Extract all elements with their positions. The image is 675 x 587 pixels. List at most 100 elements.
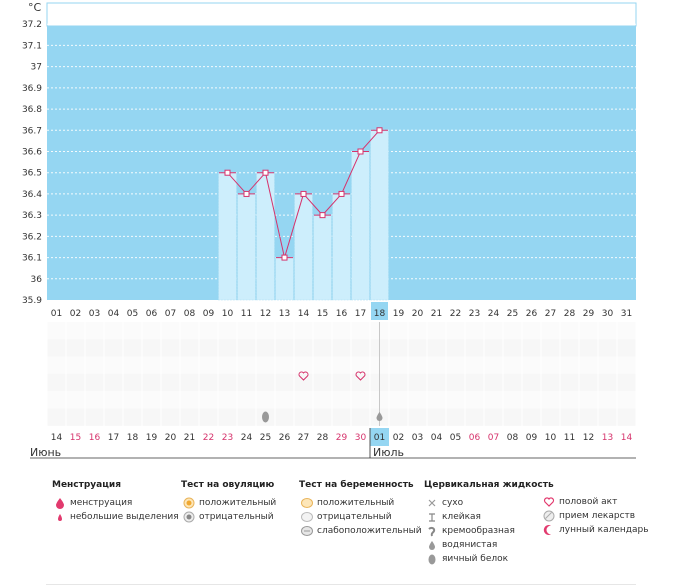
temperature-point	[224, 169, 231, 176]
legend-item: яичный белок	[424, 552, 554, 566]
y-tick-label: 36.4	[22, 190, 42, 200]
calendar-date-label: 06	[469, 433, 481, 443]
legend-item: положительный	[299, 496, 422, 510]
calendar-date-label: 24	[241, 433, 253, 443]
temperature-point	[376, 127, 383, 134]
cycle-day-label: 12	[260, 309, 271, 319]
calendar-date-label: 20	[165, 433, 177, 443]
calendar-date-label: 03	[412, 433, 423, 443]
cycle-day-label: 19	[393, 309, 405, 319]
temperature-point	[243, 190, 250, 197]
calendar-date-label: 23	[222, 433, 233, 443]
cycle-day-label: 11	[241, 309, 252, 319]
calendar-date-label: 17	[108, 433, 119, 443]
legend-cervical: Цервикальная жидкость сухо клейкая кремо…	[424, 480, 554, 566]
legend-item: небольшие выделения	[52, 510, 179, 524]
calendar-date-label: 08	[507, 433, 519, 443]
cycle-day-label: 07	[165, 309, 176, 319]
temperature-bar	[256, 172, 275, 301]
y-tick-label: 37.2	[22, 20, 42, 30]
ovulation-negative-icon	[183, 511, 195, 523]
legend-title: Менструация	[52, 480, 121, 490]
calendar-date-label: 04	[431, 433, 443, 443]
legend-item: прием лекарств	[541, 509, 649, 523]
calendar-date-label: 02	[393, 433, 404, 443]
cycle-day-label: 26	[526, 309, 538, 319]
legend-label: кремообразная	[442, 526, 515, 536]
y-tick-label: 36	[31, 275, 43, 285]
cycle-day-label: 20	[412, 309, 424, 319]
y-tick-label: 36.5	[22, 169, 42, 179]
legend-label: отрицательный	[199, 512, 274, 522]
legend-label: положительный	[317, 498, 395, 508]
temperature-bar	[351, 151, 370, 301]
small-drop-icon	[58, 514, 62, 521]
calendar-date-label: 11	[564, 433, 575, 443]
calendar-date-label: 19	[146, 433, 158, 443]
marker-row	[47, 339, 636, 357]
heart-icon	[355, 371, 366, 381]
legend-item: кремообразная	[424, 524, 554, 538]
y-tick-label: 36.8	[22, 105, 42, 115]
calendar-date-label: 07	[488, 433, 499, 443]
cycle-day-label: 27	[545, 309, 556, 319]
y-tick-label: 35.9	[22, 296, 42, 306]
temperature-point	[319, 212, 326, 219]
legend-item: клейкая	[424, 510, 554, 524]
watery-drop-icon	[376, 412, 383, 422]
temperature-chart: 37.2 37.1 37 36.9 36.8 36.7 36.6 36.5 36.4 36.3 36…	[22, 2, 637, 459]
calendar-date-label: 22	[203, 433, 214, 443]
pregnancy-weak-icon	[301, 526, 313, 536]
month-start-highlight	[370, 428, 389, 446]
calendar-date-label: 09	[526, 433, 538, 443]
cycle-day-label: 25	[507, 309, 518, 319]
calendar-date-label: 16	[89, 433, 101, 443]
calendar-date-label: 25	[260, 433, 271, 443]
marker-row	[47, 356, 636, 374]
calendar-date-label: 14	[621, 433, 633, 443]
temperature-point	[357, 148, 364, 155]
legend-label: небольшие выделения	[70, 512, 179, 522]
cycle-day-label: 16	[336, 309, 348, 319]
legend-label: положительный	[199, 498, 277, 508]
cycle-day-label: 14	[298, 309, 310, 319]
legend-menstruation: Менструация менструация небольшие выделе…	[52, 480, 179, 524]
marker-row	[47, 373, 636, 392]
y-tick-label: 36.9	[22, 84, 42, 94]
calendar-date-label: 12	[583, 433, 594, 443]
marker-row	[47, 322, 636, 340]
y-tick-label: 36.1	[22, 254, 42, 264]
cycle-day-label: 22	[450, 309, 461, 319]
y-axis-unit: °C	[28, 1, 42, 14]
cycle-day-label: 13	[279, 309, 290, 319]
calendar-date-label: 28	[317, 433, 329, 443]
cycle-day-label: 06	[146, 309, 158, 319]
calendar-date-label: 26	[279, 433, 291, 443]
cycle-day-label: 31	[621, 309, 632, 319]
marker-row	[47, 391, 636, 409]
calendar-date-label: 10	[545, 433, 557, 443]
temperature-point	[281, 254, 288, 261]
calendar-date-label: 27	[298, 433, 309, 443]
calendar-date-label: 15	[70, 433, 81, 443]
blood-drop-icon	[56, 498, 64, 509]
y-tick-label: 36.7	[22, 126, 42, 136]
temperature-point	[300, 190, 307, 197]
cycle-day-label: 15	[317, 309, 328, 319]
calendar-date-label: 29	[336, 433, 348, 443]
cycle-day-label: 23	[469, 309, 480, 319]
legend-label: половой акт	[559, 497, 618, 507]
temperature-bar	[313, 214, 332, 301]
heart-icon	[543, 497, 555, 507]
calendar-date-label: 01	[374, 433, 385, 443]
heart-icon	[298, 371, 309, 381]
legend-ovulation: Тест на овуляцию положительный отрицател…	[181, 480, 276, 524]
y-tick-label: 36.3	[22, 211, 42, 221]
legend-item: водянистая	[424, 538, 554, 552]
bottom-divider	[46, 584, 636, 585]
legend-item: отрицательный	[181, 510, 276, 524]
legend-label: прием лекарств	[559, 511, 636, 521]
cycle-day-label: 05	[127, 309, 138, 319]
legend-item: менструация	[52, 496, 179, 510]
legend-item: сухо	[424, 496, 554, 510]
